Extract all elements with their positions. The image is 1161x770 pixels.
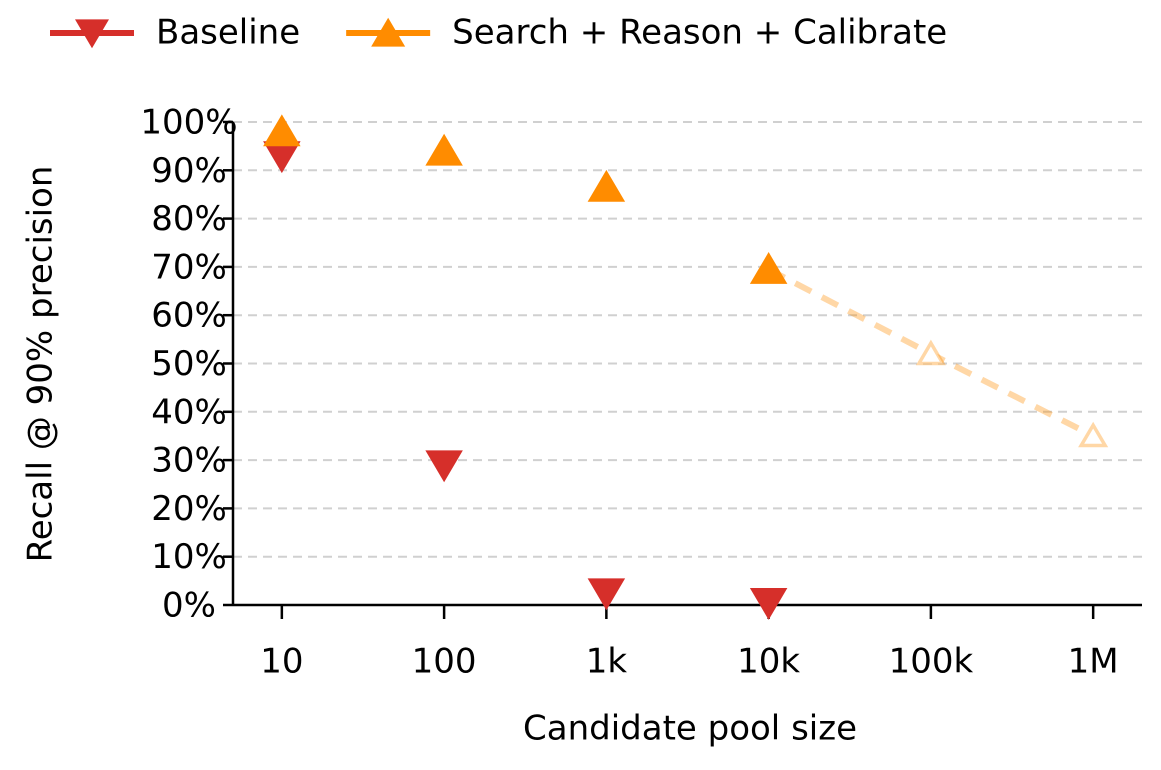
- marker: [1078, 421, 1109, 448]
- x-axis-label: Candidate pool size: [523, 709, 857, 749]
- marker: [915, 339, 946, 366]
- legend-marker: [75, 19, 109, 49]
- marker: [587, 169, 626, 202]
- y-tick-label: 40%: [151, 392, 227, 432]
- marker: [425, 133, 463, 166]
- x-tick-label: 100k: [889, 642, 974, 682]
- marker: [263, 114, 301, 147]
- legend-label: Search + Reason + Calibrate: [452, 13, 947, 53]
- y-tick-label: 100%: [140, 103, 237, 143]
- marker: [587, 578, 626, 611]
- legend-marker: [371, 17, 406, 47]
- y-tick-label: 80%: [151, 199, 227, 239]
- marker: [263, 141, 301, 174]
- y-tick-label: 50%: [151, 344, 227, 384]
- y-axis-label: Recall @ 90% precision: [21, 166, 61, 563]
- x-tick-label: 10: [260, 642, 303, 682]
- x-tick-label: 10k: [737, 642, 800, 682]
- y-tick-label: 70%: [151, 247, 227, 287]
- x-tick-label: 100: [412, 642, 477, 682]
- y-tick-label: 60%: [151, 296, 227, 336]
- legend-label: Baseline: [156, 13, 300, 53]
- marker: [749, 252, 788, 284]
- x-tick-label: 1k: [586, 642, 628, 682]
- marker: [749, 587, 788, 620]
- y-tick-label: 10%: [151, 537, 227, 577]
- y-tick-label: 30%: [151, 441, 227, 481]
- marker: [425, 450, 463, 483]
- y-tick-label: 90%: [151, 151, 227, 191]
- y-tick-label: 0%: [162, 586, 216, 626]
- y-tick-label: 20%: [151, 489, 227, 529]
- x-tick-label: 1M: [1068, 642, 1119, 682]
